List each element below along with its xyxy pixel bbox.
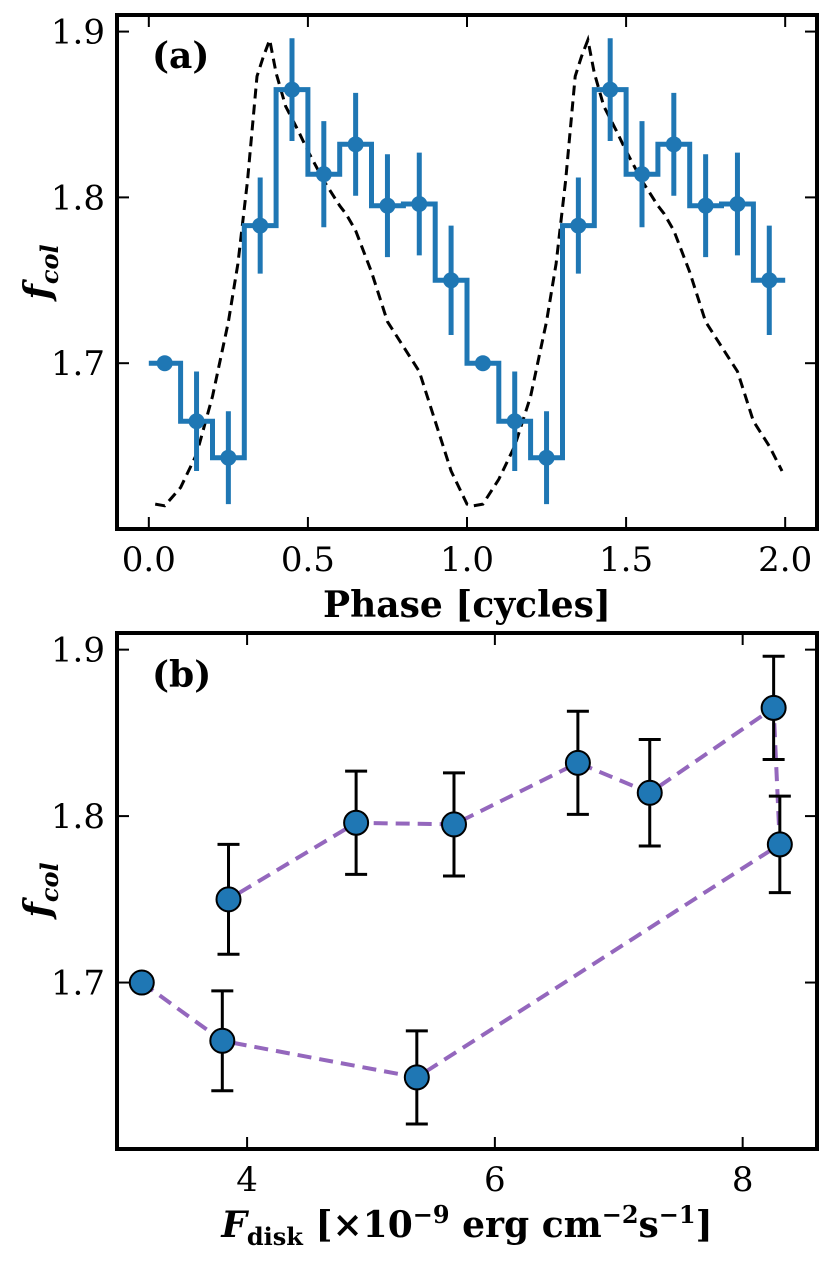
data-point bbox=[506, 413, 523, 430]
data-point bbox=[538, 449, 555, 466]
panel-b-xtick-label: 4 bbox=[236, 1160, 258, 1200]
data-point bbox=[443, 272, 460, 289]
panel-a-xlabel: Phase [cycles] bbox=[323, 584, 611, 626]
panel-b-label: (b) bbox=[152, 654, 211, 696]
data-point bbox=[665, 136, 682, 153]
svg-text:fcol: fcol bbox=[17, 244, 64, 302]
data-point bbox=[284, 81, 300, 98]
data-point bbox=[220, 449, 237, 466]
panel-a-xtick-label: 1.5 bbox=[599, 540, 653, 580]
panel-a-ylabel: fcol bbox=[17, 244, 64, 302]
data-point bbox=[602, 81, 619, 98]
data-point bbox=[570, 217, 587, 234]
data-point bbox=[128, 969, 155, 996]
data-point bbox=[156, 355, 173, 372]
data-point bbox=[729, 196, 746, 213]
data-point bbox=[636, 779, 663, 806]
panel-b-ylabel: fcol bbox=[17, 862, 64, 920]
panel-b-ytick-label: 1.8 bbox=[51, 797, 105, 837]
panel-b-xlabel: Fdisk [×10−9 erg cm−2s−1] bbox=[220, 1200, 712, 1251]
data-point bbox=[379, 197, 396, 214]
data-point bbox=[403, 1064, 430, 1091]
data-point bbox=[761, 272, 778, 289]
panel-a-xtick-label: 0.5 bbox=[281, 540, 335, 580]
data-point bbox=[564, 749, 591, 776]
panel-b: 4 6 8 1.7 1.8 1.9 (b) Fdisk [×10−9 erg cm−2s−… bbox=[17, 631, 819, 1251]
data-point bbox=[315, 166, 332, 183]
panel-a-label: (a) bbox=[152, 35, 209, 77]
panel-b-xtick-label: 8 bbox=[732, 1160, 754, 1200]
panel-b-ylabel-sub: col bbox=[35, 862, 64, 902]
panel-a-plot-area bbox=[148, 34, 786, 508]
panel-a: 0.0 0.5 1.0 1.5 2.0 1.7 1.8 1.9 (a) Phase [cycl… bbox=[17, 13, 819, 626]
data-point bbox=[440, 811, 467, 838]
data-point bbox=[188, 413, 205, 430]
data-point bbox=[634, 166, 650, 183]
panel-a-frame bbox=[115, 13, 819, 531]
data-point bbox=[766, 831, 793, 858]
model-curve bbox=[154, 34, 784, 508]
data-point bbox=[760, 694, 787, 721]
data-point bbox=[209, 1027, 236, 1054]
panel-b-plot-area bbox=[128, 654, 793, 1126]
step-line bbox=[148, 87, 786, 461]
panel-a-xtick-label: 0.0 bbox=[122, 540, 176, 580]
panel-b-xtick-label: 6 bbox=[484, 1160, 506, 1200]
panel-a-ylabel-sub: col bbox=[35, 244, 64, 284]
data-point bbox=[474, 355, 491, 372]
panel-b-frame bbox=[115, 631, 819, 1151]
data-point bbox=[343, 809, 370, 836]
panel-a-ytick-label: 1.9 bbox=[51, 13, 105, 53]
data-point bbox=[252, 217, 269, 234]
data-point bbox=[697, 197, 714, 214]
data-point bbox=[411, 196, 428, 213]
panel-a-ytick-label: 1.8 bbox=[51, 178, 105, 218]
svg-text:fcol: fcol bbox=[17, 862, 64, 920]
panel-a-ytick-label: 1.7 bbox=[51, 344, 105, 384]
panel-b-ytick-label: 1.9 bbox=[51, 631, 105, 671]
data-point bbox=[347, 136, 364, 153]
panel-a-ticks: 0.0 0.5 1.0 1.5 2.0 1.7 1.8 1.9 bbox=[51, 13, 817, 580]
panel-b-ticks: 4 6 8 1.7 1.8 1.9 bbox=[51, 631, 817, 1200]
connecting-line bbox=[140, 704, 782, 1080]
panel-a-xtick-label: 1.0 bbox=[440, 540, 494, 580]
panel-b-ytick-label: 1.7 bbox=[51, 964, 105, 1004]
panel-a-xtick-label: 2.0 bbox=[758, 540, 812, 580]
data-point bbox=[215, 886, 242, 913]
